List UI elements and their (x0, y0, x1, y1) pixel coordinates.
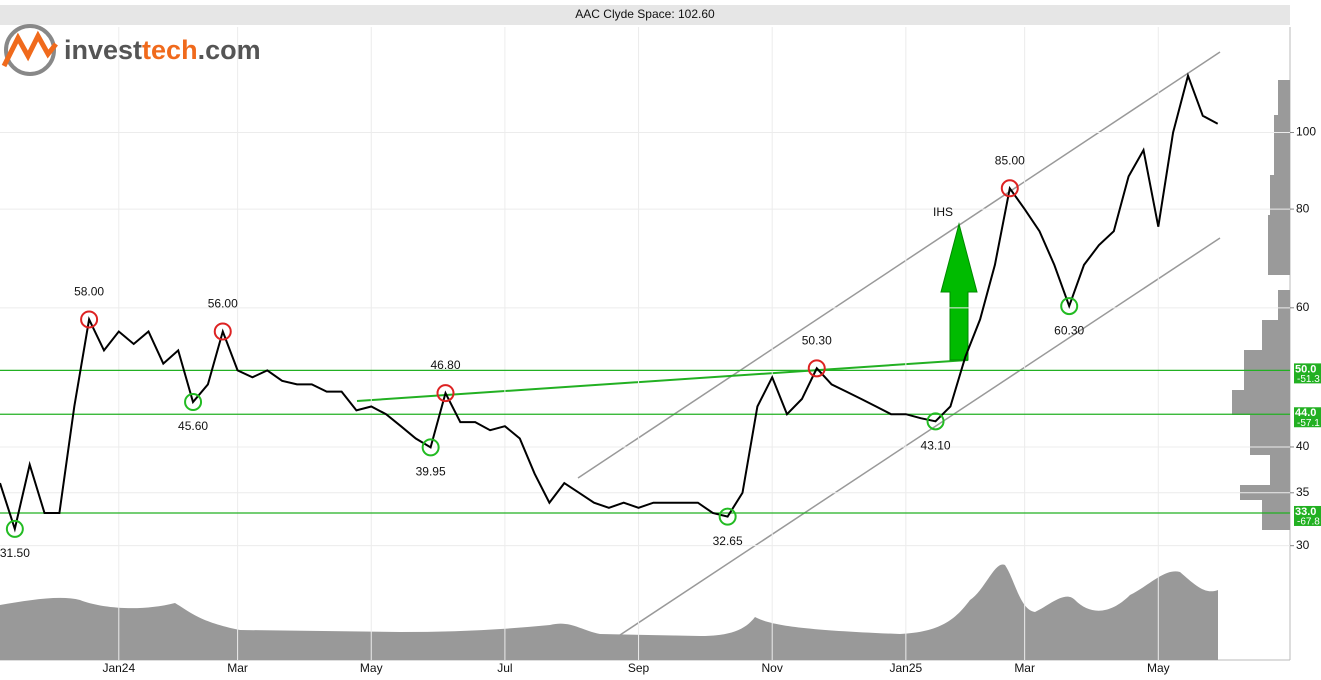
logo: investtech.com (1, 24, 261, 76)
extreme-marker (80, 310, 99, 329)
value-label: 50.30 (802, 333, 832, 347)
price-line (0, 72, 1219, 533)
pattern-label: IHS (933, 205, 953, 219)
extreme-marker (213, 322, 232, 341)
value-label: 45.60 (178, 419, 208, 433)
extreme-marker (1060, 297, 1079, 316)
value-label: 85.00 (995, 153, 1025, 167)
level-change: -51.3 (1297, 374, 1320, 385)
y-tick-label: 80 (1296, 201, 1310, 215)
x-tick-label: Sep (628, 661, 650, 675)
x-tick-label: Mar (1014, 661, 1035, 675)
x-tick-label: Nov (762, 661, 783, 675)
x-tick-label: Jan25 (889, 661, 922, 675)
value-label: 31.50 (0, 546, 30, 560)
extreme-marker (436, 384, 455, 403)
level-label: 50.0 (1295, 363, 1316, 375)
extreme-marker (718, 507, 737, 526)
value-label: 56.00 (208, 297, 238, 311)
value-label: 58.00 (74, 285, 104, 299)
value-label: 46.80 (430, 358, 460, 372)
background-layer (0, 27, 1290, 660)
trend-channel (619, 237, 1221, 636)
level-box (1294, 407, 1321, 428)
neckline (356, 359, 969, 402)
level-label: 44.0 (1295, 407, 1316, 419)
trend-channel (577, 51, 1221, 479)
value-label: 39.95 (416, 465, 446, 479)
x-tick-label: May (1147, 661, 1170, 675)
level-box (1294, 505, 1321, 526)
extreme-marker (926, 412, 945, 431)
x-tick-label: Jul (497, 661, 512, 675)
y-tick-label: 30 (1296, 538, 1310, 552)
extreme-marker (184, 392, 203, 411)
extreme-marker (1000, 179, 1019, 198)
logo-text: tech (142, 35, 198, 65)
x-tick-label: May (360, 661, 383, 675)
y-tick-label: 35 (1296, 485, 1310, 499)
title-bar (0, 5, 1290, 25)
level-box (1294, 363, 1321, 384)
y-tick-label: 100 (1296, 125, 1316, 139)
level-change: -67.8 (1297, 517, 1320, 528)
extreme-marker (421, 438, 440, 457)
value-label: 32.65 (713, 534, 743, 548)
level-change: -57.1 (1297, 418, 1320, 429)
extreme-marker (5, 519, 24, 538)
y-tick-label: 40 (1296, 439, 1310, 453)
value-label: 43.10 (921, 439, 951, 453)
chart-title: AAC Clyde Space: 102.60 (575, 7, 715, 21)
extreme-marker (807, 359, 826, 378)
volume-profile (1232, 80, 1290, 530)
volume-area (0, 564, 1218, 660)
value-label: 60.30 (1054, 323, 1084, 337)
y-tick-label: 60 (1296, 300, 1310, 314)
logo-text: .com (198, 35, 261, 65)
level-label: 33.0 (1295, 506, 1316, 518)
logo-text: invest (64, 35, 142, 65)
svg-text:investtech.com: investtech.com (64, 35, 261, 65)
x-tick-label: Mar (227, 661, 248, 675)
x-tick-label: Jan24 (102, 661, 135, 675)
